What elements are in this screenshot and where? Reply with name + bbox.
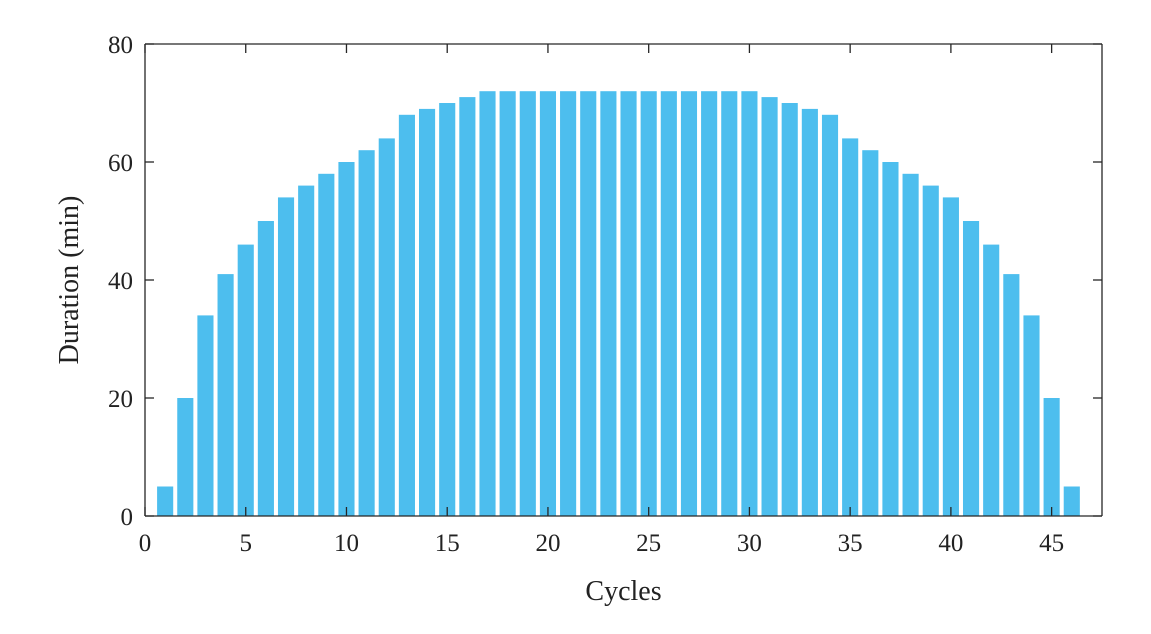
bar xyxy=(479,91,496,516)
bar xyxy=(761,97,778,516)
bar xyxy=(378,138,395,516)
bar xyxy=(459,97,476,516)
x-tick-label: 25 xyxy=(636,530,661,557)
bar xyxy=(318,173,335,517)
bar xyxy=(217,274,234,516)
bar xyxy=(257,221,274,516)
bar xyxy=(499,91,516,516)
x-tick-label: 10 xyxy=(334,530,359,557)
bar xyxy=(781,103,798,516)
bar xyxy=(539,91,557,516)
bar xyxy=(298,185,315,516)
bar xyxy=(398,114,415,517)
bar xyxy=(680,91,698,516)
x-tick-label: 30 xyxy=(737,530,762,557)
bar xyxy=(1023,315,1040,516)
y-tick-label: 20 xyxy=(108,386,133,413)
bar xyxy=(962,221,980,516)
y-tick-label: 40 xyxy=(108,268,133,295)
bar xyxy=(821,114,839,517)
bar xyxy=(560,91,577,516)
bar xyxy=(942,197,959,516)
bar xyxy=(197,315,214,516)
bar xyxy=(419,108,436,517)
bar xyxy=(721,91,738,516)
x-tick-label: 15 xyxy=(435,530,460,557)
bar xyxy=(580,91,597,516)
bar xyxy=(519,91,536,516)
x-tick-label: 5 xyxy=(239,530,252,557)
bar xyxy=(882,162,899,516)
bar xyxy=(177,398,194,516)
bar xyxy=(277,197,295,516)
bar xyxy=(801,108,818,517)
bar xyxy=(600,91,617,516)
bar xyxy=(862,150,879,516)
bar xyxy=(157,486,174,516)
bar xyxy=(660,91,677,516)
bar xyxy=(701,91,718,516)
bar xyxy=(640,91,657,516)
x-ticks-group: 0 5 10 15 20 25 30 35 40 45 xyxy=(139,44,1064,557)
bar xyxy=(620,91,637,516)
bar xyxy=(902,173,919,517)
bar xyxy=(237,244,254,516)
bar xyxy=(922,185,939,516)
bar xyxy=(983,244,1000,516)
x-tick-label: 40 xyxy=(938,530,963,557)
x-tick-label: 0 xyxy=(139,530,152,557)
bar xyxy=(1063,486,1080,516)
bar xyxy=(1043,398,1060,516)
bars-group xyxy=(157,91,1080,517)
bar xyxy=(842,138,859,516)
bar xyxy=(338,162,355,516)
x-axis-label: Cycles xyxy=(585,576,661,607)
y-tick-label: 0 xyxy=(121,504,134,531)
y-tick-label: 60 xyxy=(108,150,133,177)
x-tick-label: 20 xyxy=(535,530,560,557)
x-tick-label: 45 xyxy=(1039,530,1064,557)
bar xyxy=(439,103,456,516)
bar xyxy=(358,150,375,516)
y-axis-label: Duration (min) xyxy=(54,196,85,365)
x-tick-label: 35 xyxy=(838,530,863,557)
bar xyxy=(741,91,758,516)
y-tick-label: 80 xyxy=(108,32,133,59)
bar xyxy=(1003,274,1020,516)
y-ticks-group: 0 20 40 60 80 xyxy=(108,32,1102,531)
